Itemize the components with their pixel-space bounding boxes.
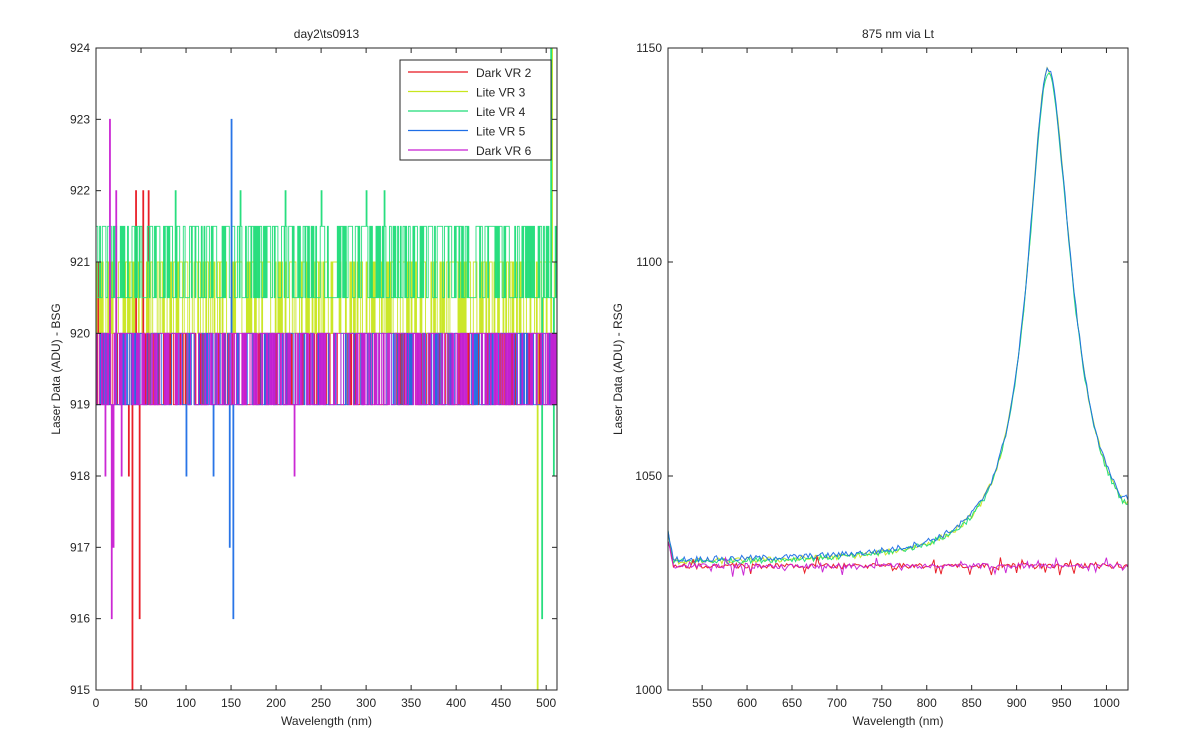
y-tick-label: 1000 bbox=[635, 683, 662, 697]
legend: Dark VR 2 Lite VR 3 Lite VR 4 Lite VR 5 Dark… bbox=[399, 59, 552, 161]
chart-title: 875 nm via Lt bbox=[862, 27, 935, 41]
x-tick-label: 50 bbox=[134, 696, 148, 710]
x-tick-label: 700 bbox=[827, 696, 847, 710]
x-tick-label: 150 bbox=[221, 696, 241, 710]
x-tick-label: 500 bbox=[536, 696, 556, 710]
plot-area bbox=[667, 47, 1129, 691]
y-tick-label: 1100 bbox=[636, 255, 662, 269]
chart-panel-1: 0 50 100 150 200 250 300 350 400 450 500 915 916 917 9… bbox=[49, 27, 558, 728]
chart-panel-2: 550 600 650 700 750 800 850 900 950 1000 1000 1050 1… bbox=[611, 27, 1129, 728]
y-tick-label: 924 bbox=[70, 41, 90, 55]
plot-lines bbox=[668, 66, 1128, 577]
series-line-3 bbox=[96, 48, 557, 620]
x-tick-label: 900 bbox=[1007, 696, 1027, 710]
y-axis-label: Laser Data (ADU) - RSG bbox=[611, 303, 625, 435]
y-tick-label: 917 bbox=[70, 540, 90, 554]
x-tick-label: 300 bbox=[356, 696, 376, 710]
x-tick-label: 800 bbox=[917, 696, 937, 710]
y-tick-label: 921 bbox=[70, 255, 90, 269]
y-tick-label: 918 bbox=[70, 469, 90, 483]
series-line-3 bbox=[668, 66, 1128, 564]
legend-label: Dark VR 2 bbox=[476, 66, 532, 80]
legend-label: Lite VR 5 bbox=[476, 125, 526, 139]
x-tick-label: 200 bbox=[266, 696, 286, 710]
x-tick-label: 0 bbox=[93, 696, 100, 710]
y-tick-label: 923 bbox=[70, 112, 90, 126]
series-line-5 bbox=[96, 118, 557, 620]
y-axis-label: Laser Data (ADU) - BSG bbox=[49, 303, 63, 434]
x-tick-label: 350 bbox=[401, 696, 421, 710]
legend-label: Lite VR 3 bbox=[476, 86, 526, 100]
x-tick-label: 750 bbox=[872, 696, 892, 710]
series-line-2 bbox=[668, 72, 1128, 565]
x-tick-label: 100 bbox=[176, 696, 196, 710]
x-tick-label: 850 bbox=[962, 696, 982, 710]
x-tick-label: 950 bbox=[1052, 696, 1072, 710]
y-tick-label: 922 bbox=[70, 184, 90, 198]
legend-label: Dark VR 6 bbox=[476, 144, 532, 158]
x-axis-label: Wavelength (nm) bbox=[853, 714, 944, 728]
x-tick-label: 450 bbox=[491, 696, 511, 710]
series-line-4 bbox=[96, 118, 557, 620]
legend-label: Lite VR 4 bbox=[476, 105, 526, 119]
y-tick-label: 915 bbox=[70, 683, 90, 697]
y-tick-label: 916 bbox=[70, 612, 90, 626]
y-tick-label: 1150 bbox=[636, 41, 662, 55]
legend-box bbox=[399, 59, 552, 161]
series-line-5 bbox=[668, 541, 1128, 577]
x-tick-label: 600 bbox=[737, 696, 757, 710]
x-tick-label: 550 bbox=[692, 696, 712, 710]
x-tick-label: 650 bbox=[782, 696, 802, 710]
plot-lines bbox=[96, 48, 557, 690]
x-tick-label: 1000 bbox=[1093, 696, 1120, 710]
x-axis-label: Wavelength (nm) bbox=[281, 714, 372, 728]
y-tick-label: 919 bbox=[70, 398, 90, 412]
x-tick-label: 250 bbox=[311, 696, 331, 710]
plot-frame bbox=[667, 47, 1129, 691]
chart-title: day2\ts0913 bbox=[294, 27, 360, 41]
x-tick-label: 400 bbox=[446, 696, 466, 710]
plot-frame bbox=[95, 47, 558, 691]
y-tick-label: 920 bbox=[70, 326, 90, 340]
y-tick-label: 1050 bbox=[635, 469, 662, 483]
